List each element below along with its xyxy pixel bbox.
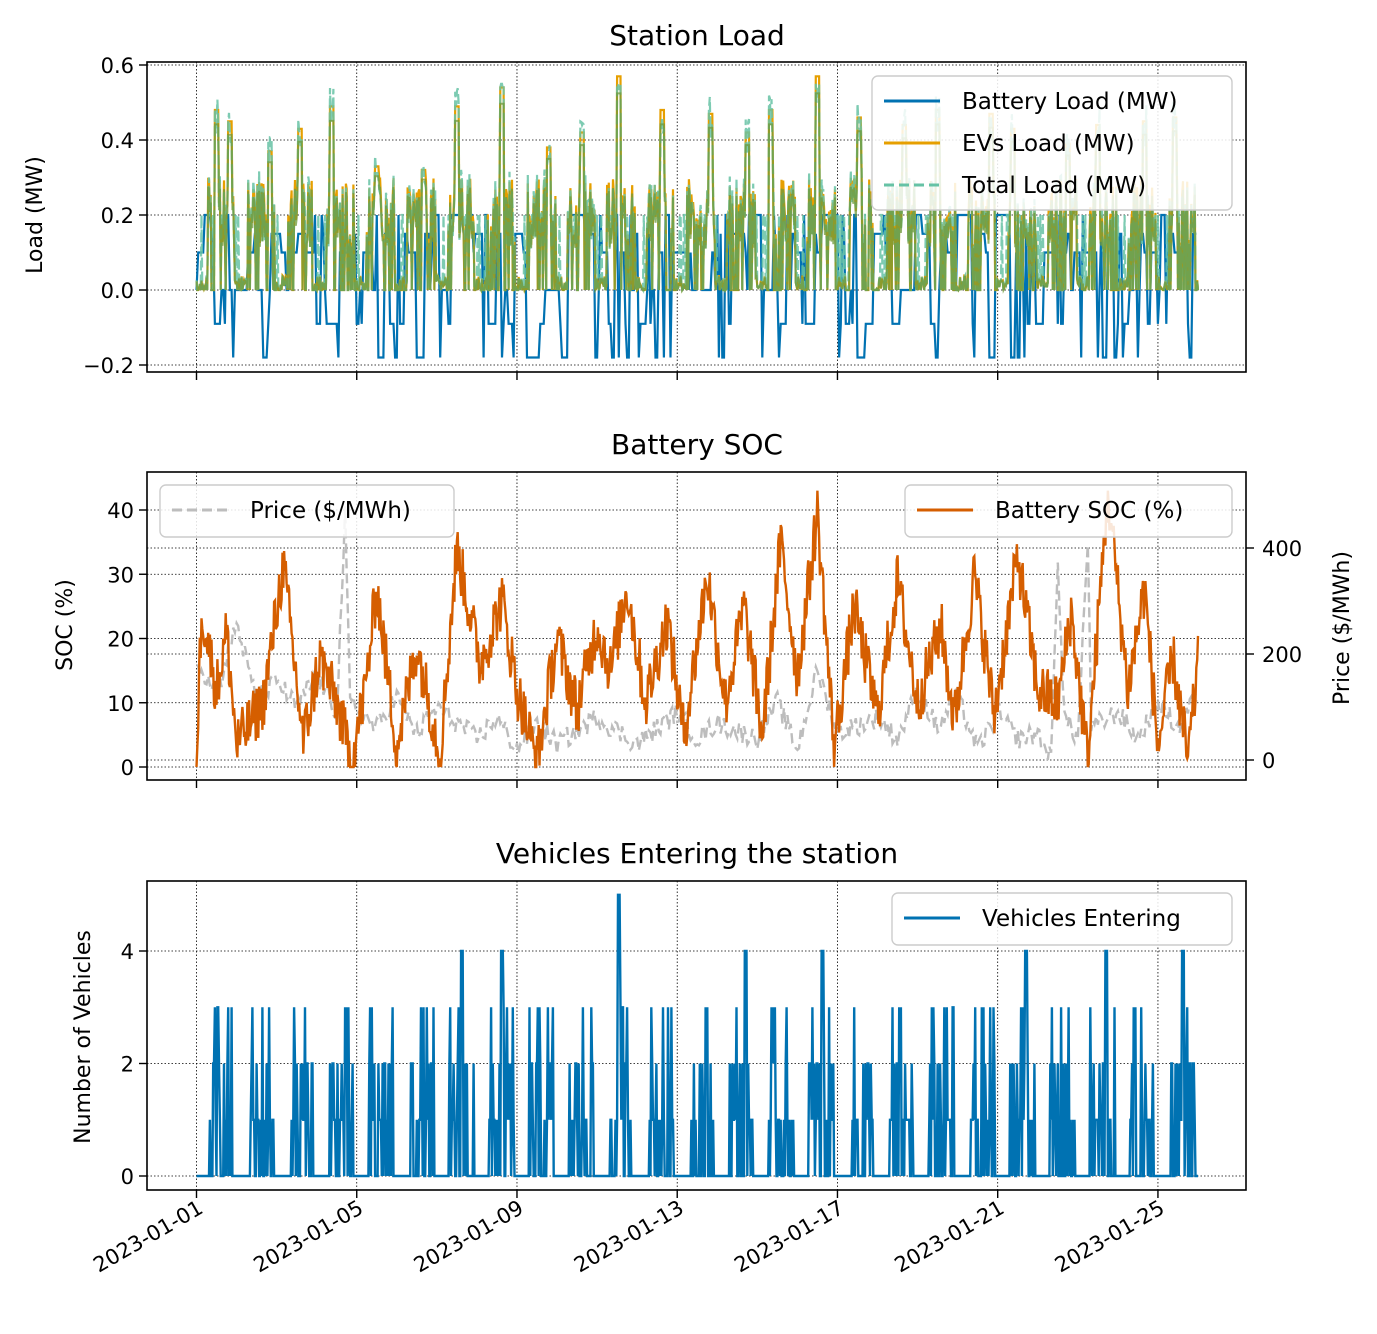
ytick-label: 10 [107,692,134,716]
price-ylabel: Price ($/MWh) [1330,551,1355,705]
station-load-ylabel: Load (MW) [23,156,48,274]
battery-soc-series [195,490,1200,769]
legend-total-load: Total Load (MW) [961,173,1146,199]
station-load-axes-frame [146,61,1247,373]
vehicles-panel: Vehicles Entering the station Number of … [71,837,1247,1277]
xtick-label: 2023-01-21 [891,1196,1009,1278]
vehicles-axes-frame [146,880,1247,1191]
y2tick-label: 0 [1262,749,1275,773]
xtick-label: 2023-01-09 [410,1196,528,1278]
ytick-label: 30 [107,563,134,587]
station-load-xticks [195,372,1159,380]
ytick-label: 0.0 [101,279,134,303]
legend-evs-load: EVs Load (MW) [962,131,1135,157]
price-yticks: 0 200 400 [1246,537,1302,773]
legend-box [871,75,1233,211]
battery-soc-panel: Battery SOC SOC (%) Price ($/MWh) 0 10 20 3… [53,428,1355,788]
legend-battery-load: Battery Load (MW) [962,89,1177,115]
vehicles-entering-line [196,893,1198,1178]
vehicles-series [196,893,1198,1178]
vehicles-yticks: 0 2 4 [121,940,147,1189]
vehicles-ylabel: Number of Vehicles [71,930,96,1144]
ytick-label: 0 [121,756,134,780]
total-load-overlay-line [195,92,1199,294]
vehicles-xticks: 2023-01-01 2023-01-05 2023-01-09 2023-01-13… [89,1190,1168,1277]
vehicles-title: Vehicles Entering the station [496,837,898,870]
battery-soc-xticks [195,780,1159,788]
battery-soc-axes-frame [146,471,1247,781]
ytick-label: 0 [121,1165,134,1189]
xtick-label: 2023-01-17 [730,1196,848,1278]
station-load-yticks: −0.2 0.0 0.2 0.4 0.6 [83,54,147,378]
battery-soc-yticks: 0 10 20 30 40 [107,499,147,780]
ytick-label: 20 [107,628,134,652]
xtick-label: 2023-01-13 [570,1196,688,1278]
xtick-label: 2023-01-05 [250,1196,368,1278]
y2tick-label: 200 [1262,643,1302,667]
station-load-panel: Station Load Load (MW) −0.20.00.20.40.6 … [23,19,1247,380]
ytick-label: 40 [107,499,134,523]
station-load-series [195,75,1200,359]
ytick-label: 4 [121,940,134,964]
station-load-legend: Battery Load (MW) EVs Load (MW) Total Lo… [871,75,1233,211]
ytick-label: 0.4 [101,129,134,153]
battery-soc-ylabel: SOC (%) [53,579,78,671]
legend-soc: Battery SOC (%) [995,498,1183,524]
ytick-label: 2 [121,1053,134,1077]
legend-price: Price ($/MWh) [250,498,411,524]
battery-soc-title: Battery SOC [611,428,783,461]
ytick-label: −0.2 [83,354,134,378]
station-load-title: Station Load [609,19,785,52]
soc-legend: Battery SOC (%) [904,484,1233,538]
y2tick-label: 400 [1262,537,1302,561]
price-legend: Price ($/MWh) [159,484,455,538]
xtick-label: 2023-01-01 [89,1196,207,1278]
vehicles-legend: Vehicles Entering [891,892,1233,946]
legend-vehicles: Vehicles Entering [982,906,1181,932]
ytick-label: 0.2 [101,204,134,228]
ytick-label: 0.6 [101,54,134,78]
xtick-label: 2023-01-25 [1051,1196,1169,1278]
battery-soc-line [195,490,1200,769]
